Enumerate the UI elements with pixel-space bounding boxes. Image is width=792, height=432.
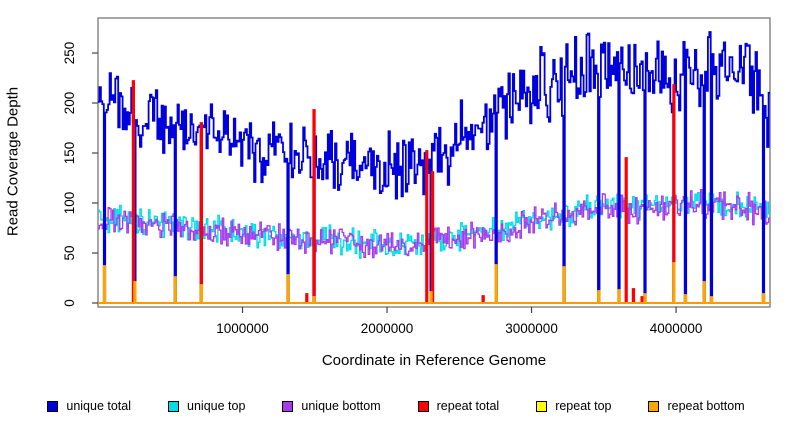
legend-swatch-repeat-bottom — [648, 400, 660, 412]
legend: unique total unique top unique bottom re… — [0, 395, 792, 417]
legend-swatch-unique-total — [47, 400, 59, 412]
legend-label-unique-bottom: unique bottom — [301, 398, 381, 413]
legend-label-repeat-top: repeat top — [555, 398, 612, 413]
legend-item-repeat-total: repeat total — [417, 398, 500, 413]
y-tick-label: 150 — [62, 142, 77, 165]
series-unique-total-path — [98, 31, 770, 304]
legend-swatch-repeat-total — [417, 400, 429, 412]
legend-label-unique-total: unique total — [66, 398, 132, 413]
y-tick-label: 50 — [62, 245, 77, 260]
legend-item-repeat-top: repeat top — [536, 400, 611, 413]
y-tick-label: 100 — [62, 192, 77, 215]
x-tick-label: 4000000 — [650, 321, 703, 336]
legend-swatch-unique-top — [168, 400, 180, 412]
legend-swatch-unique-bottom — [282, 400, 294, 412]
legend-label-repeat-bottom: repeat bottom — [667, 398, 745, 413]
plot-box — [97, 17, 771, 308]
series-repeat-total-path — [98, 80, 770, 304]
legend-item-unique-top: unique top — [168, 400, 245, 413]
legend-item-unique-bottom: unique bottom — [282, 398, 381, 413]
x-tick-label: 2000000 — [361, 321, 414, 336]
y-tick-label: 0 — [62, 299, 77, 307]
legend-label-unique-top: unique top — [187, 398, 246, 413]
x-tick-label: 1000000 — [216, 321, 269, 336]
y-axis-title: Read Coverage Depth — [4, 86, 22, 237]
y-tick-label: 200 — [62, 92, 77, 115]
series-repeat-bottom-path — [98, 262, 770, 304]
y-tick-label: 250 — [62, 42, 77, 65]
legend-label-repeat-total: repeat total — [436, 398, 500, 413]
x-axis-title: Coordinate in Reference Genome — [321, 352, 547, 369]
legend-swatch-repeat-top — [536, 400, 548, 412]
legend-item-unique-total: unique total — [47, 400, 131, 413]
legend-item-repeat-bottom: repeat bottom — [648, 398, 745, 413]
x-tick-label: 3000000 — [505, 321, 558, 336]
